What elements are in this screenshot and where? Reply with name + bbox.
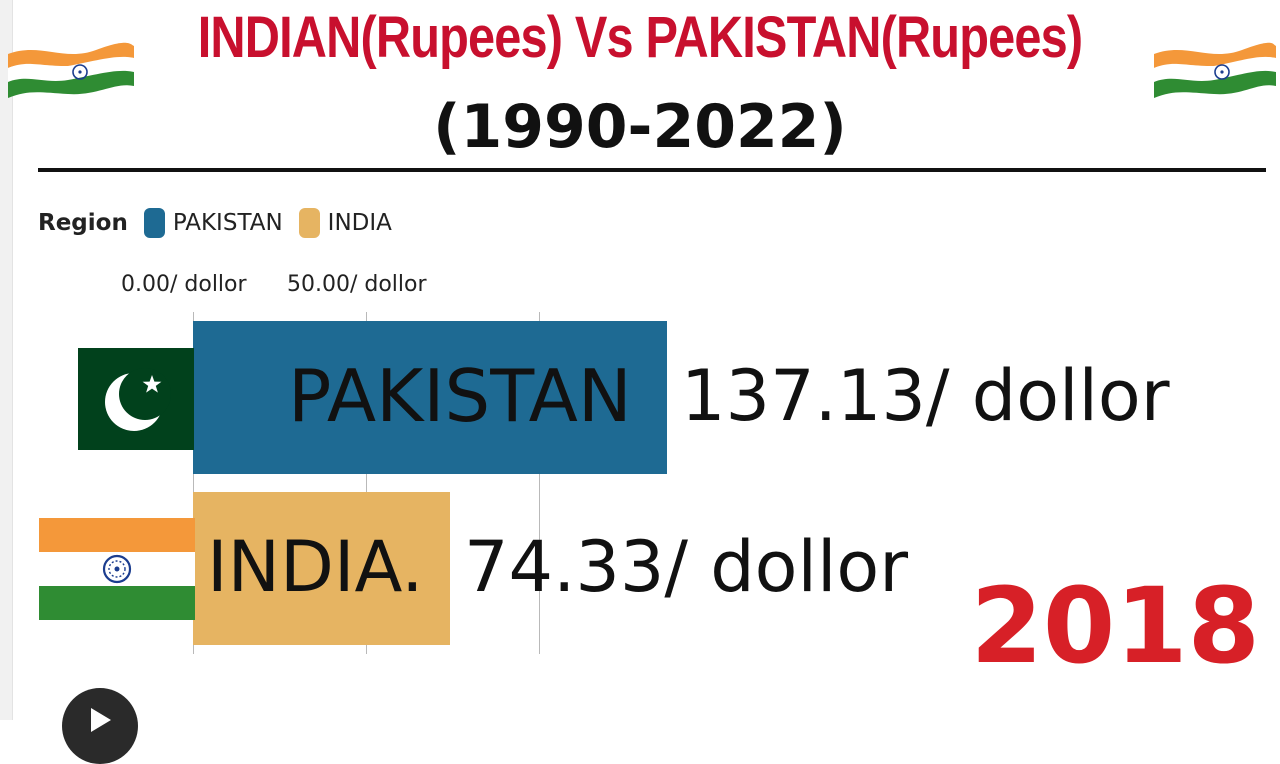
legend-item-india[interactable]: INDIA (298, 208, 392, 238)
legend-swatch-india (298, 208, 320, 238)
legend-title: Region (38, 210, 128, 236)
pakistan-flag-icon (78, 348, 194, 450)
chart-title: INDIAN(Rupees) Vs PAKISTAN(Rupees) (197, 5, 1083, 70)
left-edge-panel (0, 0, 13, 720)
x-tick-label-50: 50.00/ dollor (287, 272, 427, 297)
chart-subtitle: (1990-2022) (433, 92, 847, 162)
legend: Region PAKISTAN INDIA (38, 208, 408, 238)
title-divider (38, 168, 1266, 172)
bar-value-label-1: 74.33/ dollor (464, 526, 908, 609)
x-tick-label-0: 0.00/ dollor (121, 272, 247, 297)
legend-swatch-pakistan (143, 208, 165, 238)
bar-category-label-1: INDIA. (207, 526, 424, 609)
legend-item-pakistan[interactable]: PAKISTAN (143, 208, 283, 238)
bar-0 (193, 321, 667, 474)
legend-label-india: INDIA (327, 210, 392, 236)
india-flag-icon (39, 518, 195, 620)
x-gridline-0 (193, 312, 194, 654)
india-flag-decoration-right-icon (1154, 42, 1276, 98)
india-flag-decoration-left-icon (8, 42, 134, 98)
x-gridline-100 (539, 312, 540, 654)
bar-category-label-0: PAKISTAN (288, 354, 632, 439)
year-label: 2018 (970, 565, 1260, 687)
x-gridline-50 (366, 312, 367, 654)
bar-value-label-0: 137.13/ dollor (681, 355, 1170, 438)
bar-1 (193, 492, 450, 645)
legend-label-pakistan: PAKISTAN (172, 210, 283, 236)
play-button[interactable] (62, 688, 138, 764)
